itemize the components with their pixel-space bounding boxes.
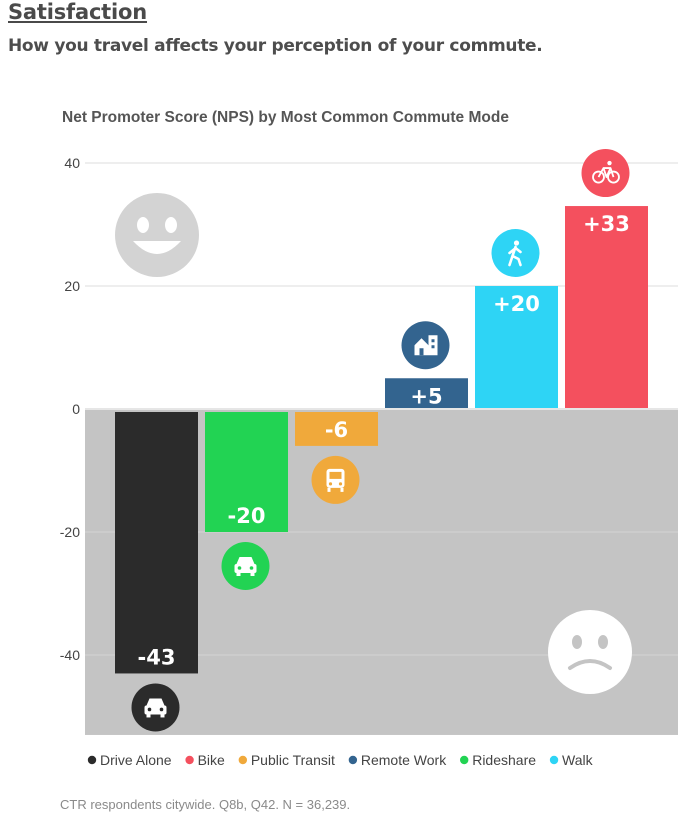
bar-value-label: +33 bbox=[583, 212, 630, 236]
walk-icon bbox=[491, 229, 540, 277]
legend-swatch bbox=[348, 755, 358, 765]
legend-label: Bike bbox=[198, 752, 225, 768]
page-title: Satisfaction bbox=[8, 0, 148, 24]
y-tick-label: -20 bbox=[60, 524, 80, 540]
y-tick-label: 20 bbox=[64, 278, 80, 294]
page-subtitle: How you travel affects your perception o… bbox=[8, 36, 543, 56]
happy-face-icon bbox=[115, 193, 199, 277]
legend-label: Remote Work bbox=[361, 752, 447, 768]
car-icon bbox=[131, 683, 180, 732]
bar-value-label: -20 bbox=[228, 504, 266, 528]
bar-public-transit bbox=[295, 412, 378, 446]
legend-label: Walk bbox=[562, 752, 594, 768]
y-tick-label: 0 bbox=[72, 401, 80, 417]
rideshare-car-icon bbox=[221, 542, 270, 590]
bike-icon bbox=[581, 149, 630, 198]
legend-label: Public Transit bbox=[251, 752, 335, 768]
bar-value-label: -43 bbox=[138, 645, 176, 669]
legend-swatch bbox=[460, 755, 469, 765]
y-tick-label: -40 bbox=[60, 647, 80, 663]
bar-drive-alone bbox=[115, 412, 198, 674]
sad-face-icon bbox=[548, 610, 632, 694]
legend-swatch bbox=[87, 755, 97, 765]
bar-value-label: +20 bbox=[493, 292, 540, 316]
legend-label: Rideshare bbox=[472, 752, 536, 768]
legend-swatch bbox=[185, 755, 194, 765]
chart-title: Net Promoter Score (NPS) by Most Common … bbox=[62, 109, 509, 126]
bar-value-label: -6 bbox=[325, 418, 348, 442]
footer-note: CTR respondents citywide. Q8b, Q42. N = … bbox=[60, 797, 351, 812]
bar-walk bbox=[475, 286, 558, 408]
home-office-icon bbox=[401, 321, 450, 370]
bar-rideshare bbox=[205, 412, 288, 532]
nps-bar-chart: Net Promoter Score (NPS) by Most Common … bbox=[60, 109, 678, 768]
legend-label: Drive Alone bbox=[100, 752, 172, 768]
legend-swatch bbox=[549, 755, 559, 765]
legend-swatch bbox=[238, 755, 248, 765]
bar-remote-work bbox=[385, 378, 468, 408]
bar-bike bbox=[565, 206, 648, 408]
bus-icon bbox=[311, 455, 360, 504]
bar-value-label: +5 bbox=[410, 384, 442, 408]
y-tick-label: 40 bbox=[64, 155, 80, 171]
